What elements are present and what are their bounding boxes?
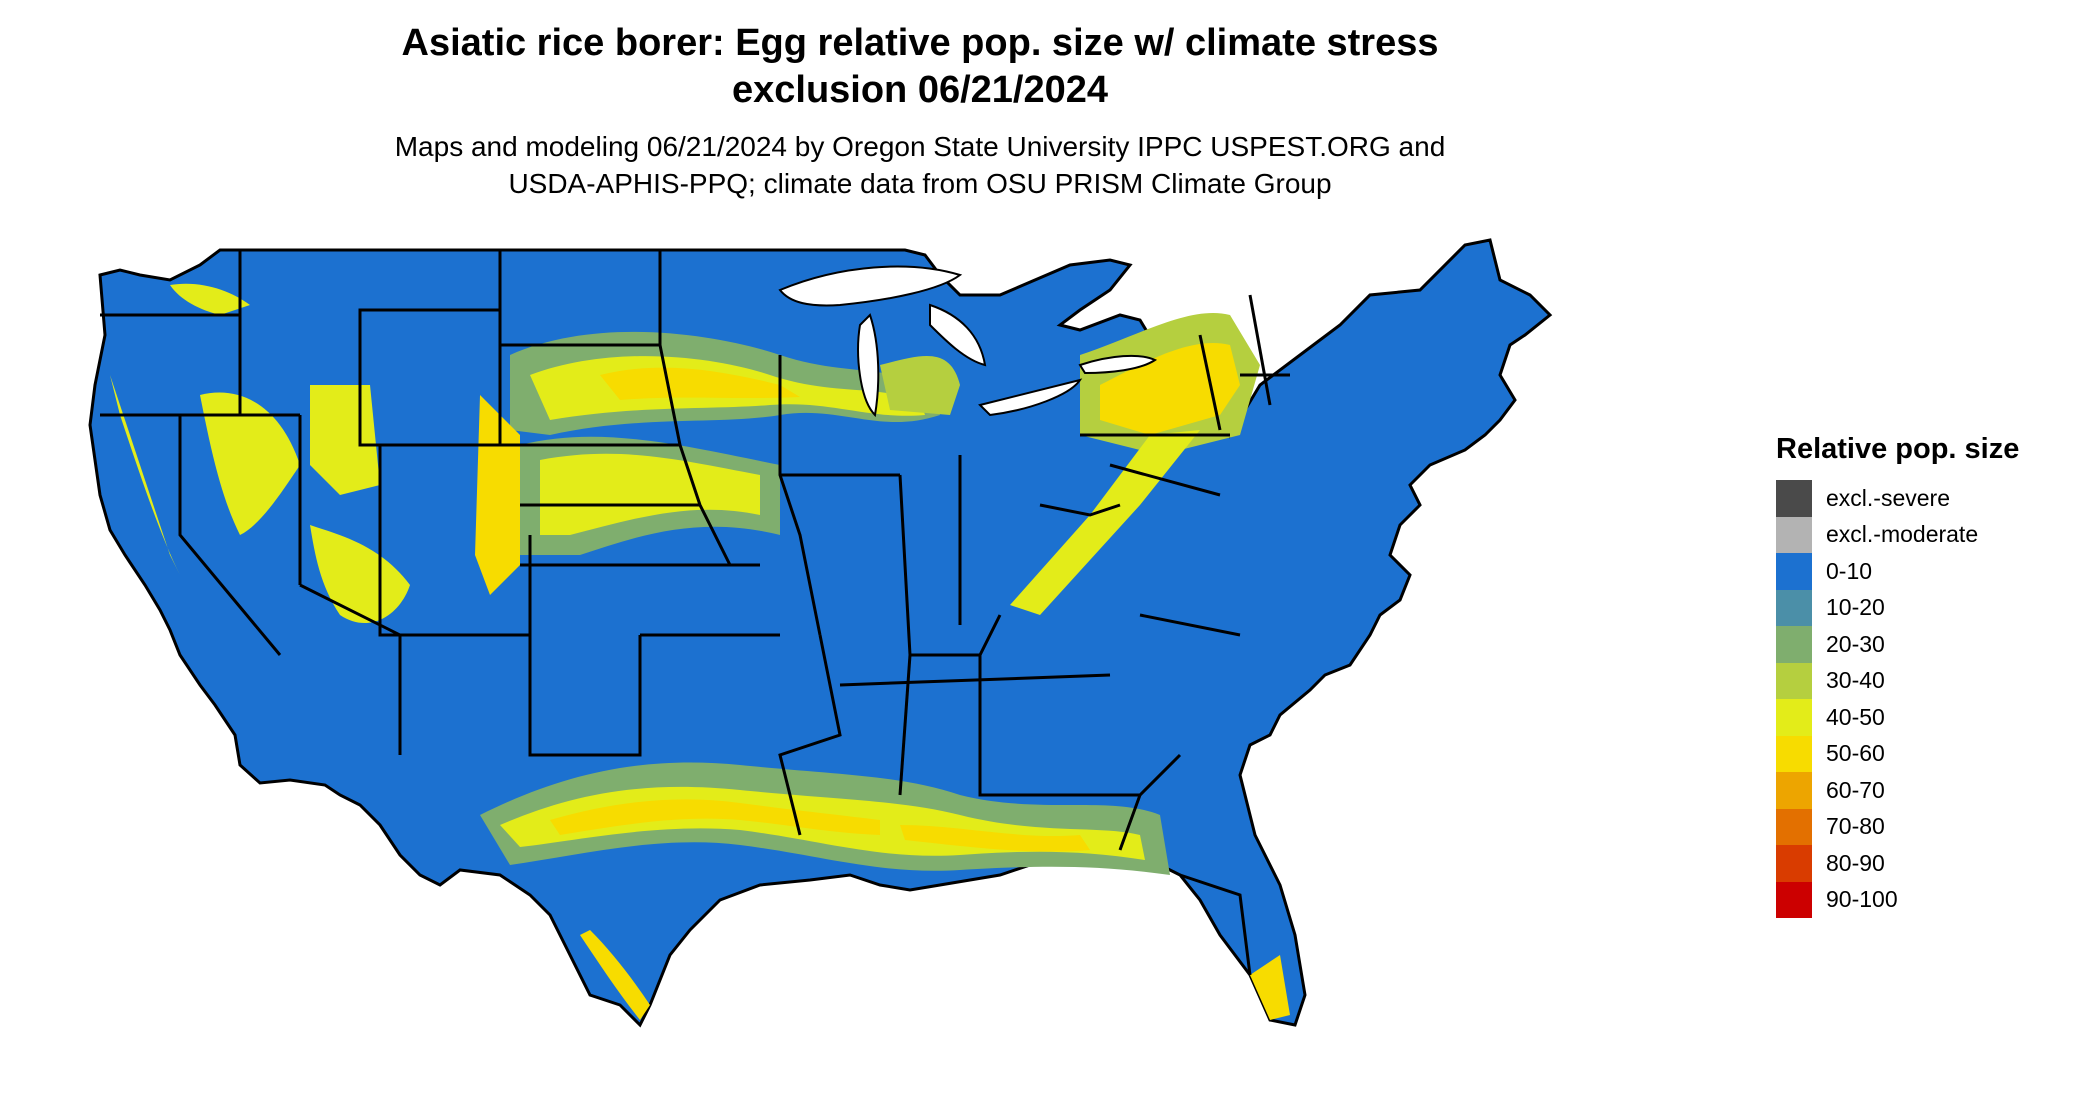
border-line: [898, 474, 1002, 657]
legend-swatch: [1776, 699, 1812, 736]
border-line: [178, 415, 282, 656]
lake-huron: [929, 303, 987, 367]
legend-swatch: [1776, 516, 1812, 553]
lake-ontario: [1078, 354, 1158, 375]
legend-item: 20-30: [1776, 626, 2086, 663]
legend-item: 50-60: [1776, 735, 2086, 772]
legend-item: 90-100: [1776, 881, 2086, 918]
border-line: [778, 634, 842, 836]
band-northern-plains-50-60: [600, 367, 800, 400]
legend-item: 60-70: [1776, 772, 2086, 809]
border-line: [1179, 873, 1252, 976]
map-title: Asiatic rice borer: Egg relative pop. si…: [320, 20, 1520, 114]
border-line: [1198, 334, 1222, 431]
map-subtitle-line2: USDA-APHIS-PPQ; climate data from OSU PR…: [508, 168, 1332, 199]
border-line: [658, 344, 732, 566]
border-line: [1248, 294, 1272, 406]
map-subtitle-line1: Maps and modeling 06/21/2024 by Oregon S…: [394, 131, 1446, 162]
legend-label: 50-60: [1826, 740, 1885, 767]
band-washington: [170, 283, 250, 315]
border-line: [898, 654, 912, 796]
legend-item: 70-80: [1776, 808, 2086, 845]
map-subtitle: Maps and modeling 06/21/2024 by Oregon S…: [320, 128, 1520, 202]
legend-label: 20-30: [1826, 630, 1885, 657]
legend-swatch: [1776, 662, 1812, 699]
band-texas-coast: [580, 930, 650, 1020]
legend-items: excl.-severe excl.-moderate 0-10 10-20 20-30…: [1776, 480, 2086, 918]
legend-item: 30-40: [1776, 662, 2086, 699]
legend-swatch: [1776, 589, 1812, 626]
legend-item: 0-10: [1776, 553, 2086, 590]
legend-swatch: [1776, 735, 1812, 772]
band-michigan: [880, 356, 960, 415]
band-central-plains-40-50: [540, 453, 760, 535]
legend-swatch: [1776, 772, 1812, 809]
legend-label: 40-50: [1826, 703, 1885, 730]
great-lakes: [778, 265, 1158, 418]
border-line: [528, 635, 642, 757]
band-florida: [1250, 955, 1290, 1020]
legend-swatch: [1776, 480, 1812, 517]
lake-erie: [978, 378, 1083, 417]
border-line: [778, 355, 822, 636]
legend-label: 80-90: [1826, 849, 1885, 876]
legend-label: 30-40: [1826, 667, 1885, 694]
border-line: [978, 655, 1040, 797]
legend-swatch: [1776, 881, 1812, 918]
legend-label: 90-100: [1826, 886, 1898, 913]
legend-label: excl.-severe: [1826, 484, 1950, 511]
border-line: [1109, 463, 1221, 497]
legend-swatch: [1776, 808, 1812, 845]
legend-label: excl.-moderate: [1826, 521, 1979, 548]
state-borders: [100, 250, 1290, 976]
map-title-line2: exclusion 06/21/2024: [731, 69, 1109, 111]
lake-michigan: [857, 313, 880, 418]
map-title-line1: Asiatic rice borer: Egg relative pop. si…: [401, 22, 1439, 64]
border-line: [1139, 613, 1241, 637]
legend-item: excl.-moderate: [1776, 516, 2086, 553]
border-line: [1118, 794, 1142, 851]
legend-label: 10-20: [1826, 594, 1885, 621]
legend-item: 80-90: [1776, 845, 2086, 882]
border-line: [299, 583, 402, 755]
band-southeast-50-60: [900, 825, 1090, 852]
legend: Relative pop. size excl.-severe excl.-mod…: [1776, 432, 2086, 918]
legend-label: 70-80: [1826, 813, 1885, 840]
band-great-basin: [200, 392, 300, 535]
border-line: [839, 673, 1111, 687]
legend-label: 0-10: [1826, 557, 1873, 584]
band-arizona: [310, 525, 410, 624]
legend-item: 10-20: [1776, 589, 2086, 626]
border-line: [1039, 503, 1121, 517]
border-line: [378, 445, 532, 637]
legend-item: excl.-severe: [1776, 480, 2086, 517]
legend-label: 60-70: [1826, 776, 1885, 803]
legend-swatch: [1776, 553, 1812, 590]
us-map: [88, 238, 1553, 1028]
legend-item: 40-50: [1776, 699, 2086, 736]
legend-swatch: [1776, 845, 1812, 882]
legend-swatch: [1776, 626, 1812, 663]
band-utah: [310, 385, 380, 495]
legend-title: Relative pop. size: [1776, 433, 2020, 465]
lake-superior: [778, 265, 963, 307]
